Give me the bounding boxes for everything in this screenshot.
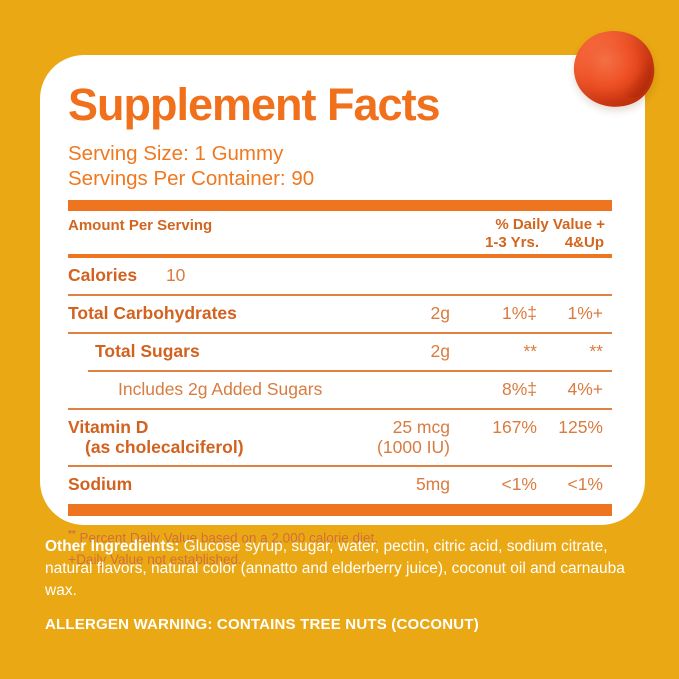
total-carbohydrates-label: Total Carbohydrates	[68, 303, 237, 324]
other-ingredients-text: Glucose syrup, sugar, water, pectin, cit…	[45, 538, 625, 599]
daily-value-header-title: % Daily Value +	[495, 216, 605, 234]
vitamin-d-amount-iu: (1000 IU)	[377, 437, 450, 458]
bottom-section: Other Ingredients: Glucose syrup, sugar,…	[45, 536, 637, 633]
column-age-1-3: 1-3 Yrs.	[485, 234, 539, 252]
column-age-4-up: 4&Up	[564, 234, 604, 252]
age-columns: 1-3 Yrs. 4&Up	[385, 234, 605, 252]
bottom-divider-bar	[68, 504, 612, 517]
total-sugars-dv-1-3: **	[523, 341, 537, 362]
vitamin-d-dv-4up: 125%	[558, 417, 603, 438]
serving-info: Serving Size: 1 Gummy Servings Per Conta…	[68, 141, 612, 191]
nutrient-row-total-sugars: Total Sugars 2g ** **	[88, 334, 612, 373]
total-carbohydrates-dv-4up: 1%+	[567, 303, 603, 324]
nutrient-row-sodium: Sodium 5mg <1% <1%	[68, 467, 612, 504]
vitamin-d-dv-1-3: 167%	[492, 417, 537, 438]
vitamin-d-amount-mcg: 25 mcg	[392, 417, 450, 438]
allergen-warning: ALLERGEN WARNING: CONTAINS TREE NUTS (CO…	[45, 616, 479, 633]
other-ingredients: Other Ingredients: Glucose syrup, sugar,…	[45, 536, 637, 602]
calories-value: 10	[165, 265, 186, 286]
footnote-plus-symbol: +	[68, 550, 77, 567]
page-title: Supplement Facts	[68, 79, 441, 130]
servings-per-container: Servings Per Container: 90	[68, 167, 315, 191]
sodium-amount: 5mg	[415, 474, 450, 495]
vitamin-d-amount: 25 mcg (1000 IU)	[377, 417, 450, 457]
footnote-not-established: +Daily Value not established.	[68, 549, 612, 570]
total-sugars-dv-4up: **	[589, 341, 603, 362]
daily-value-header: % Daily Value + 1-3 Yrs. 4&Up	[385, 216, 605, 252]
other-ingredients-label: Other Ingredients:	[45, 538, 180, 555]
table-header-row: Amount Per Serving % Daily Value + 1-3 Y…	[68, 211, 612, 254]
sodium-dv-1-3: <1%	[501, 474, 537, 495]
total-sugars-amount: 2g	[430, 341, 450, 362]
nutrient-row-added-sugars: Includes 2g Added Sugars 8%‡ 4%+	[68, 372, 612, 411]
calories-label: Calories	[68, 265, 138, 286]
card-content: Supplement Facts Serving Size: 1 Gummy S…	[68, 55, 612, 570]
footnote-not-established-text: Daily Value not established.	[76, 551, 242, 567]
top-divider-bar	[68, 200, 612, 212]
added-sugars-dv-1-3: 8%‡	[501, 379, 537, 400]
added-sugars-dv-4up: 4%+	[567, 379, 603, 400]
supplement-facts-card: Supplement Facts Serving Size: 1 Gummy S…	[40, 55, 645, 567]
footnote-daily-value-text: Percent Daily Value based on a 2,000 cal…	[75, 530, 378, 546]
header-divider-bar	[68, 254, 612, 259]
vitamin-d-label: Vitamin D	[68, 417, 149, 438]
sodium-dv-4up: <1%	[567, 474, 603, 495]
amount-per-serving-header: Amount Per Serving	[68, 217, 213, 235]
footnote-daily-value: ** Percent Daily Value based on a 2,000 …	[68, 524, 612, 549]
footnotes: ** Percent Daily Value based on a 2,000 …	[68, 524, 612, 570]
total-sugars-label: Total Sugars	[95, 341, 200, 362]
vitamin-d-source-note: (as cholecalciferol)	[85, 437, 244, 458]
nutrient-row-calories: Calories 10	[68, 258, 612, 297]
added-sugars-label: Includes 2g Added Sugars	[118, 379, 323, 400]
sodium-label: Sodium	[68, 474, 133, 495]
serving-size: Serving Size: 1 Gummy	[68, 142, 284, 166]
total-carbohydrates-dv-1-3: 1%‡	[501, 303, 537, 324]
total-carbohydrates-amount: 2g	[430, 303, 450, 324]
nutrient-row-total-carbohydrates: Total Carbohydrates 2g 1%‡ 1%+	[68, 296, 612, 335]
footnote-asterisk-symbol: **	[68, 529, 76, 541]
nutrient-row-vitamin-d: Vitamin D (as cholecalciferol) 25 mcg (1…	[68, 410, 612, 468]
